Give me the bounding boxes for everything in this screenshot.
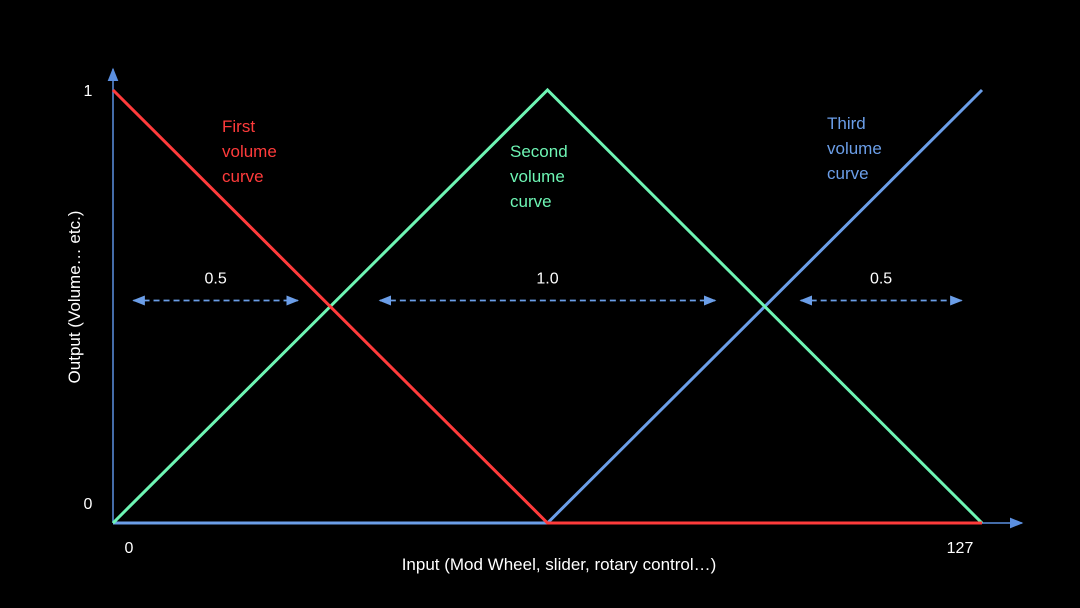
- span-label-2: 1.0: [536, 271, 558, 288]
- x-tick-label-0: 0: [125, 540, 134, 557]
- series-layer: [111, 87, 984, 525]
- annotation-layer: 0.5 1.0 0.5: [132, 271, 963, 306]
- y-axis-title: Output (Volume… etc.): [65, 211, 84, 384]
- x-tick-label-127: 127: [947, 540, 974, 557]
- second-volume-curve-label: Second volume curve: [510, 142, 568, 211]
- tick-layer: 0 127 1 0: [84, 83, 974, 557]
- third-volume-curve-label: Third volume curve: [827, 114, 882, 183]
- first-volume-curve-label: First volume curve: [222, 117, 277, 186]
- x-axis-title: Input (Mod Wheel, slider, rotary control…: [402, 555, 717, 574]
- first-volume-curve-line: [111, 88, 982, 525]
- second-volume-curve-line: [111, 87, 984, 525]
- y-tick-label-0: 0: [84, 496, 93, 513]
- span-label-3: 0.5: [870, 271, 892, 288]
- y-tick-label-1: 1: [84, 83, 93, 100]
- axes: [107, 67, 1024, 529]
- label-layer: First volume curve Second volume curve Third vo…: [222, 114, 882, 211]
- span-label-1: 0.5: [205, 271, 227, 288]
